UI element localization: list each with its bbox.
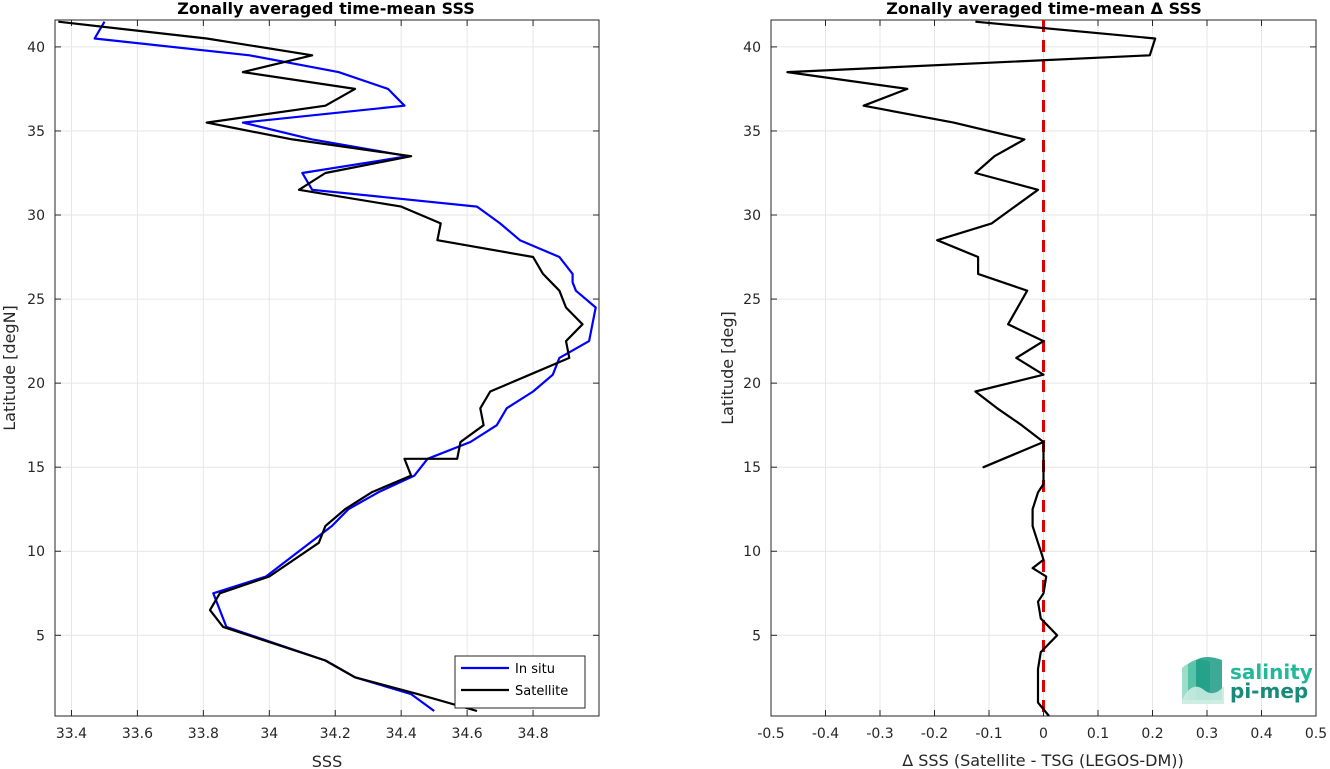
x-tick-label: -0.4 [812,726,839,742]
wave-logo-icon [1182,657,1224,704]
legend: In situ Satellite [454,655,586,709]
series-line-in-situ [93,21,597,712]
left-chart-xlabel: SSS [312,752,342,769]
x-tick-label: 33.6 [122,726,153,742]
right-chart-xlabel: Δ SSS (Satellite - TSG (LEGOS-DM)) [902,751,1184,769]
x-tick-label: 34.6 [452,726,483,742]
y-tick-label: 10 [27,544,45,560]
y-tick-label: 20 [743,376,761,392]
x-tick-label: -0.5 [757,726,784,742]
y-tick-label: 25 [27,292,45,308]
legend-label-satellite: Satellite [515,684,568,699]
y-tick-label: 35 [743,124,761,140]
right-chart-series [786,20,1157,717]
y-tick-label: 20 [27,376,45,392]
x-tick-label: 0.4 [1250,726,1272,742]
right-chart: Zonally averaged time-mean Δ SSS -0.5 -0.… [718,0,1327,769]
y-tick-label: 40 [27,40,45,56]
y-tick-label: 30 [743,208,761,224]
left-chart-axes-box [54,19,600,717]
y-tick-label: 10 [743,544,761,560]
x-tick-label: 0.5 [1305,726,1327,742]
y-tick-label: 5 [752,628,761,644]
x-tick-label: 34.4 [386,726,417,742]
right-chart-ylabel: Latitude [deg] [718,311,737,425]
legend-box [454,655,586,709]
y-tick-label: 30 [27,208,45,224]
legend-label-in-situ: In situ [515,662,555,677]
y-tick-label: 40 [743,40,761,56]
logo-text-pi-mep: pi-mep [1230,679,1308,703]
x-tick-label: 33.8 [188,726,219,742]
left-chart-ticks: 33.4 33.6 33.8 34 34.2 34.4 34.6 34.8 5 10 15 20 25 3… [27,20,599,742]
x-tick-label: 34 [260,726,278,742]
x-tick-label: 0.2 [1141,726,1163,742]
y-tick-label: 5 [36,628,45,644]
right-chart-title: Zonally averaged time-mean Δ SSS [886,0,1202,18]
y-tick-label: 15 [27,460,45,476]
x-tick-label: 33.4 [56,726,87,742]
x-tick-label: 0.3 [1196,726,1218,742]
x-tick-label: -0.1 [975,726,1002,742]
logo-text-salinity: salinity [1230,660,1313,684]
x-tick-label: 0.1 [1087,726,1109,742]
y-tick-label: 25 [743,292,761,308]
right-chart-ticks: -0.5 -0.4 -0.3 -0.2 -0.1 0 0.1 0.2 0.3 0.4 0.5 5 10 1… [743,20,1327,742]
series-line-series-0 [786,20,1157,717]
x-tick-label: 0 [1039,726,1048,742]
salinity-pi-mep-logo: salinity pi-mep [1182,657,1313,704]
x-tick-label: 34.8 [517,726,548,742]
y-tick-label: 15 [743,460,761,476]
left-chart-ylabel: Latitude [degN] [0,305,19,431]
x-tick-label: -0.3 [866,726,893,742]
left-chart: Zonally averaged time-mean SSS 33.4 33.6 3… [0,0,600,769]
left-chart-title: Zonally averaged time-mean SSS [177,0,475,18]
y-tick-label: 35 [27,124,45,140]
x-tick-label: -0.2 [921,726,948,742]
x-tick-label: 34.2 [320,726,351,742]
series-line-satellite [58,20,584,713]
left-chart-series [58,20,597,713]
